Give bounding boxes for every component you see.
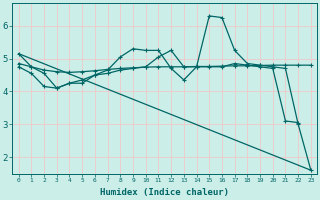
X-axis label: Humidex (Indice chaleur): Humidex (Indice chaleur) bbox=[100, 188, 229, 197]
